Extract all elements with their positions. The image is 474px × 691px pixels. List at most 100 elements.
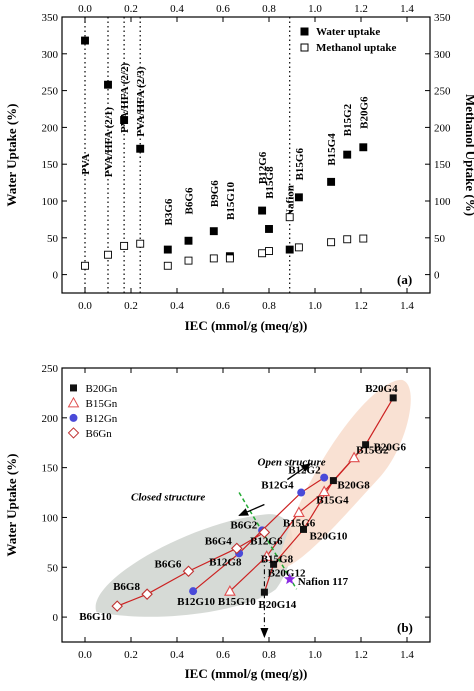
water-uptake-point xyxy=(209,227,218,236)
legend-marker-b xyxy=(69,413,78,422)
point-label: B12G6 xyxy=(250,535,283,547)
point-label: B15G2 xyxy=(356,445,389,457)
data-point-b20g14 xyxy=(260,588,268,596)
data-point-b15g6 xyxy=(292,506,305,518)
y2-tick-label-a: 50 xyxy=(434,233,446,245)
x-tick-label-b: 1.0 xyxy=(308,649,322,661)
y-tick-label-b: 250 xyxy=(42,363,59,375)
point-label: B6G10 xyxy=(79,611,112,623)
annotation-a: B15G8 xyxy=(264,166,276,199)
annotation-a: B12G6 xyxy=(257,151,269,184)
data-point-b6g4 xyxy=(231,542,243,555)
point-label: B20G12 xyxy=(268,567,306,579)
methanol-uptake-point xyxy=(209,254,218,263)
data-point-nafion-117 xyxy=(283,573,296,585)
x-tick-label-b: 0.2 xyxy=(124,649,138,661)
data-point-b6g10 xyxy=(111,600,123,612)
annotation-a: B20G6 xyxy=(358,96,370,129)
x-tick-label-a: 0.8 xyxy=(262,300,276,312)
y2-tick-label-a: 250 xyxy=(434,86,451,98)
water-uptake-point xyxy=(265,225,273,233)
legend-label-a: Water uptake xyxy=(316,26,380,38)
x-top-tick-label-a: 1.2 xyxy=(354,3,368,15)
panel-label-b: (b) xyxy=(397,620,413,635)
legend-diamond xyxy=(67,427,80,439)
point-label: B6G4 xyxy=(205,535,232,547)
y-tick-label-b: 200 xyxy=(42,413,59,425)
annotation-a: B15G2 xyxy=(342,103,354,136)
methanol-uptake-point xyxy=(359,234,368,243)
x-top-tick-label-a: 0.0 xyxy=(78,3,92,15)
point-label: B12G10 xyxy=(177,596,215,608)
y-axis-title-a: Water Uptake (%) xyxy=(4,103,19,206)
legend-square xyxy=(70,384,77,392)
open-structure-region xyxy=(275,379,411,570)
annotation-a: B15G6 xyxy=(294,148,306,181)
water-uptake-point xyxy=(343,150,352,159)
legend-marker-a xyxy=(300,27,309,36)
water-uptake-point xyxy=(258,206,267,215)
x-tick-label-b: 1.4 xyxy=(400,649,414,661)
y-tick-label-b: 50 xyxy=(47,562,59,574)
separator-dashed-line xyxy=(238,492,298,590)
y2-tick-label-a: 150 xyxy=(434,159,451,171)
legend-triangle xyxy=(67,396,80,408)
legend-circle xyxy=(69,413,78,422)
y-tick-label-b: 150 xyxy=(42,463,59,475)
y-axis-title-b: Water Uptake (%) xyxy=(4,453,19,556)
point-label: B12G4 xyxy=(261,480,294,492)
point-label: B20G4 xyxy=(365,383,398,395)
legend-label-b: B6Gn xyxy=(86,428,113,440)
trend-line xyxy=(263,397,394,593)
water-uptake-point xyxy=(184,236,193,245)
x-axis-title-b: IEC (mmol/g (meq/g)) xyxy=(185,666,308,681)
point-label: B15G6 xyxy=(283,517,316,529)
x-top-tick-label-a: 0.4 xyxy=(170,3,184,15)
legend-marker-b xyxy=(67,427,80,439)
annotation-a: PVA/HFA (2/3) xyxy=(135,66,147,137)
methanol-uptake-point xyxy=(294,243,303,252)
y-tick-label-b: 100 xyxy=(42,512,59,524)
water-uptake-point xyxy=(359,143,368,152)
methanol-uptake-point xyxy=(163,261,172,270)
y-tick-label-a: 300 xyxy=(42,49,59,61)
point-label: B15G8 xyxy=(261,553,294,565)
y-tick-label-a: 200 xyxy=(42,122,59,134)
annotation-a: Nafion xyxy=(285,185,297,217)
annotation-a: B15G4 xyxy=(326,133,338,166)
methanol-uptake-point xyxy=(225,254,234,263)
x-top-tick-label-a: 0.6 xyxy=(216,3,230,15)
water-uptake-point xyxy=(327,177,336,186)
y2-tick-label-a: 100 xyxy=(434,196,451,208)
x-tick-label-b: 1.2 xyxy=(354,649,368,661)
point-label: B20G14 xyxy=(258,599,296,611)
open-structure-arrow xyxy=(287,463,312,481)
methanol-uptake-point xyxy=(184,256,193,265)
methanol-uptake-point xyxy=(81,261,89,270)
data-point-b6g2 xyxy=(258,526,271,539)
water-uptake-point xyxy=(136,144,145,153)
x-tick-label-a: 1.2 xyxy=(354,300,368,312)
closed-structure-arrow xyxy=(238,503,265,517)
methanol-uptake-point xyxy=(265,247,273,255)
x-top-tick-label-a: 1.4 xyxy=(400,3,414,15)
y2-tick-label-a: 350 xyxy=(434,12,451,24)
methanol-uptake-point xyxy=(120,241,129,250)
x-top-tick-label-a: 1.0 xyxy=(308,3,322,15)
data-point-b15g4 xyxy=(318,485,331,497)
data-point-b12g2 xyxy=(320,473,329,482)
methanol-uptake-point xyxy=(343,235,352,244)
data-point-b15g10 xyxy=(223,585,236,596)
legend-marker-b xyxy=(70,384,77,392)
annotation-a: PVA/HFA (2/2) xyxy=(119,63,131,134)
x-tick-label-a: 0.2 xyxy=(124,300,138,312)
water-uptake-point xyxy=(104,80,112,89)
legend-label-a: Methanol uptake xyxy=(316,42,396,54)
point-label: B12G8 xyxy=(209,556,242,568)
plot-frame-b xyxy=(61,367,431,643)
legend-marker-a xyxy=(300,43,309,52)
annotation-a: B15G10 xyxy=(225,182,237,220)
point-label: B6G2 xyxy=(230,519,257,531)
annotation-a: B6G6 xyxy=(184,187,196,214)
